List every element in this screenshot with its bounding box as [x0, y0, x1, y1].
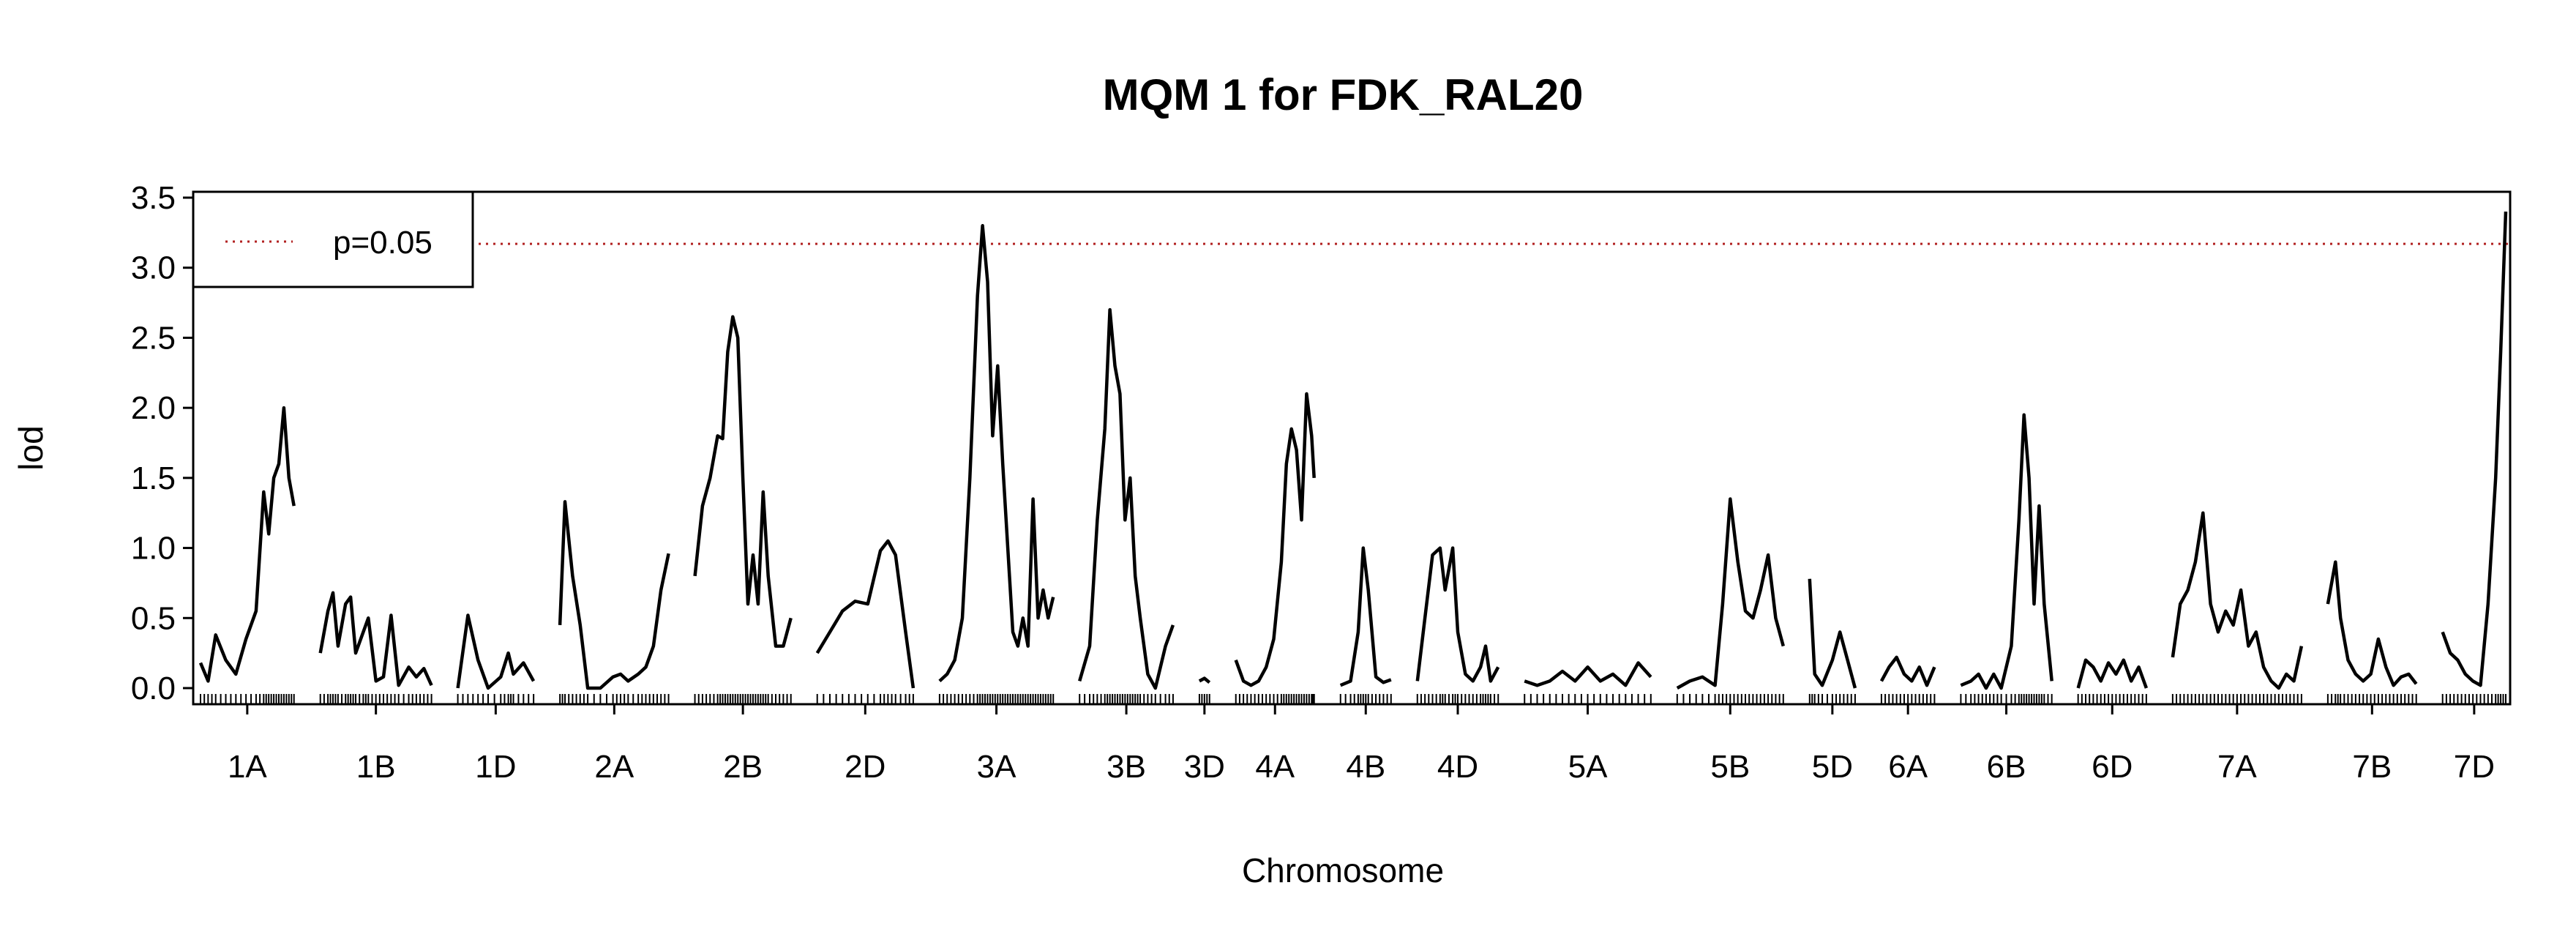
lod-curve-2A: [558, 500, 670, 690]
chromosome-label: 1A: [228, 749, 267, 785]
chromosome-label: 4D: [1437, 749, 1478, 785]
x-axis-label: Chromosome: [1242, 851, 1444, 889]
chromosome-label: 2D: [845, 749, 886, 785]
x-axis: 1A 1B 1D 2A 2B 2D 3A 3B 3D 4A 4B 4D 5A 5B 5D 6A 6B 6D 7A 7B…: [228, 704, 2495, 785]
chromosome-label: 7A: [2217, 749, 2257, 785]
legend-box: [192, 190, 474, 288]
y-tick-label: 1.0: [131, 531, 176, 567]
chromosome-label: 2A: [594, 749, 634, 785]
lod-curve-5D: [1808, 578, 1857, 689]
chromosome-label: 1B: [356, 749, 396, 785]
chromosome-label: 3A: [977, 749, 1016, 785]
lod-curve-5B: [1676, 497, 1785, 690]
chromosome-label: 5A: [1568, 749, 1608, 785]
y-axis: 0.0 0.5 1.0 1.5 2.0 2.5 3.0 3.5: [131, 180, 193, 706]
y-tick-label: 0.5: [131, 600, 176, 636]
y-tick-label: 0.0: [131, 671, 176, 706]
lod-curve-1B: [318, 591, 433, 687]
lod-curve-7B: [2326, 560, 2418, 687]
chromosome-label: 4B: [1346, 749, 1385, 785]
y-tick-label: 1.5: [131, 460, 176, 496]
lod-curve-3D: [1198, 676, 1211, 684]
lod-curve-4D: [1415, 546, 1500, 683]
lod-curve-6B: [1960, 413, 2053, 690]
lod-curve-7D: [2441, 212, 2508, 687]
lod-curves: [198, 212, 2508, 690]
chromosome-label: 3D: [1184, 749, 1225, 785]
lod-curve-7A: [2171, 511, 2304, 690]
lod-curve-6A: [1879, 655, 1936, 687]
lod-curve-2B: [693, 315, 793, 648]
chromosome-label: 5B: [1710, 749, 1750, 785]
chromosome-label: 6D: [2092, 749, 2133, 785]
lod-curve-3B: [1078, 307, 1175, 690]
lod-curve-2D: [815, 539, 916, 689]
lod-curve-4A: [1234, 392, 1316, 687]
legend-label: p=0.05: [333, 225, 433, 261]
y-tick-label: 2.5: [131, 320, 176, 356]
chromosome-label: 5D: [1812, 749, 1853, 785]
lod-curve-5A: [1524, 661, 1652, 687]
lod-curve-1A: [198, 406, 296, 683]
chromosome-label: 4A: [1255, 749, 1295, 785]
chromosome-label: 6A: [1888, 749, 1928, 785]
chromosome-label: 6B: [1987, 749, 2026, 785]
chromosome-label: 3B: [1107, 749, 1146, 785]
chromosome-label: 2B: [723, 749, 763, 785]
lod-curve-6D: [2076, 658, 2149, 689]
chart-title: MQM 1 for FDK_RAL20: [1103, 70, 1584, 119]
lod-curve-1D: [456, 613, 536, 690]
y-tick-label: 3.5: [131, 180, 176, 216]
lod-curve-4B: [1339, 546, 1392, 687]
y-tick-label: 3.0: [131, 250, 176, 286]
marker-rug: [200, 694, 2506, 704]
lod-curve-3A: [938, 224, 1055, 683]
plot-frame: [192, 190, 2512, 706]
chromosome-label: 7B: [2352, 749, 2392, 785]
chromosome-label: 1D: [475, 749, 516, 785]
y-tick-label: 2.0: [131, 390, 176, 426]
y-axis-label: lod: [12, 425, 50, 470]
legend: p=0.05: [192, 190, 474, 288]
chromosome-label: 7D: [2454, 749, 2495, 785]
